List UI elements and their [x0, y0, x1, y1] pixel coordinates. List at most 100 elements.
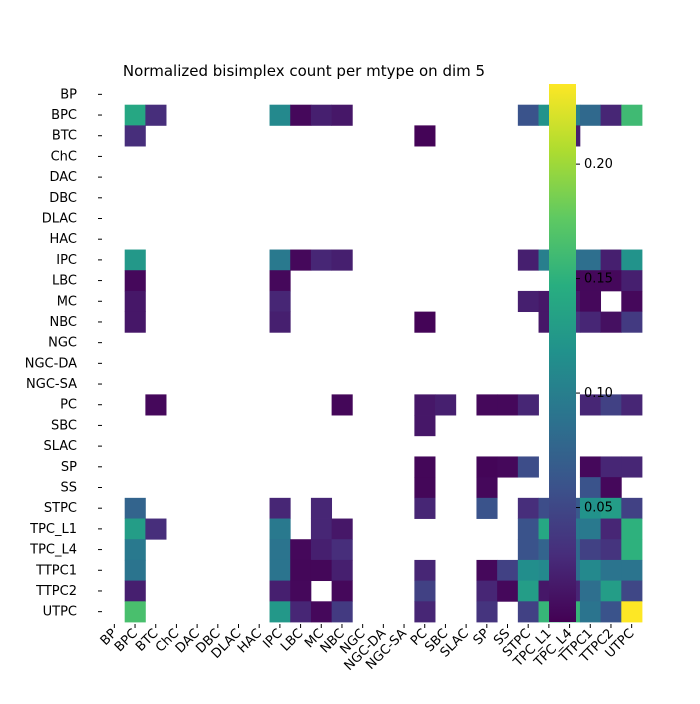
y-tick-label: SBC — [51, 418, 77, 433]
heatmap-cell — [269, 104, 291, 126]
y-tick-label: UTPC — [43, 605, 77, 620]
heatmap-cell — [269, 518, 291, 540]
heatmap-cell — [579, 456, 602, 478]
heatmap-cell — [476, 477, 498, 499]
heatmap-cell — [621, 290, 643, 313]
heatmap-cell — [579, 497, 602, 519]
heatmap-cell — [621, 311, 643, 333]
heatmap-cell — [124, 559, 146, 582]
heatmap-cell — [290, 249, 312, 271]
heatmap-cell — [621, 456, 643, 478]
y-tick-label: TTPC1 — [35, 563, 77, 578]
colorbar-tick-label: 0.15 — [584, 272, 613, 287]
heatmap-cell — [476, 559, 498, 582]
chart-title: Normalized bisimplex count per mtype on … — [123, 62, 485, 80]
heatmap-cell — [600, 270, 622, 292]
heatmap-cell — [621, 601, 643, 623]
heatmap-cell — [414, 559, 436, 582]
heatmap-cell — [600, 311, 622, 333]
heatmap-cell — [579, 518, 602, 540]
heatmap-cell — [497, 580, 519, 602]
y-tick-label: SP — [61, 460, 77, 475]
heatmap-cell — [124, 270, 146, 292]
y-tick-label: TPC_L1 — [29, 522, 77, 537]
y-tick-label: BPC — [51, 108, 77, 123]
y-tick-label: DLAC — [42, 212, 77, 227]
colorbar — [549, 84, 576, 622]
x-tick-label: SP — [471, 626, 493, 648]
heatmap-cell — [517, 104, 539, 126]
heatmap-cell — [600, 601, 622, 623]
heatmap-cell — [269, 580, 291, 602]
heatmap-cell — [621, 580, 643, 602]
heatmap-cell — [621, 270, 643, 292]
heatmap-cell — [331, 559, 353, 582]
y-tick-label: NGC-DA — [25, 356, 77, 371]
heatmap-cell — [579, 311, 602, 333]
heatmap-cell — [331, 249, 353, 271]
heatmap-cell — [269, 601, 291, 623]
heatmap-cell — [269, 249, 291, 271]
heatmap-cell — [124, 125, 146, 147]
heatmap-cell — [414, 580, 436, 602]
y-tick-label: LBC — [52, 274, 77, 289]
heatmap-cell — [621, 249, 643, 271]
y-tick-label: PC — [60, 398, 77, 413]
heatmap-cell — [414, 497, 436, 519]
heatmap-cell — [579, 104, 602, 126]
heatmap-cell — [579, 477, 602, 499]
heatmap-cell — [497, 456, 519, 478]
heatmap-cell — [600, 559, 622, 582]
heatmap-cell — [600, 249, 622, 271]
y-tick-label: NBC — [50, 315, 78, 330]
heatmap-cell — [600, 580, 622, 602]
heatmap-cell — [124, 601, 146, 623]
heatmap-cell — [579, 290, 602, 313]
y-tick-label: NGC-SA — [26, 377, 77, 392]
heatmap-cell — [435, 394, 457, 416]
heatmap-cell — [269, 290, 291, 313]
heatmap-cell — [124, 104, 146, 126]
heatmap-cell — [600, 104, 622, 126]
colorbar-tick-label: 0.20 — [584, 157, 613, 172]
heatmap-cell — [600, 539, 622, 561]
heatmap-cell — [331, 580, 353, 602]
heatmap-cell — [579, 394, 602, 416]
heatmap-cell — [414, 394, 436, 416]
colorbar-tick-label: 0.05 — [584, 501, 613, 516]
heatmap-cell — [579, 601, 602, 623]
heatmap-cell — [517, 559, 539, 582]
heatmap-cell — [517, 518, 539, 540]
heatmap-cell — [517, 580, 539, 602]
heatmap-cell — [600, 518, 622, 540]
heatmap-cell — [290, 104, 312, 126]
heatmap-cell — [269, 270, 291, 292]
heatmap-cell — [331, 539, 353, 561]
heatmap-cell — [621, 394, 643, 416]
heatmap-cell — [124, 497, 146, 519]
heatmap-cell — [331, 518, 353, 540]
heatmap-cell — [414, 311, 436, 333]
heatmap-cell — [310, 518, 333, 540]
y-tick-label: SS — [60, 481, 77, 496]
heatmap-cell — [476, 497, 498, 519]
heatmap-cell — [579, 559, 602, 582]
heatmap-cell — [269, 559, 291, 582]
heatmap-cell — [290, 559, 312, 582]
heatmap-cell — [621, 104, 643, 126]
x-axis: BPBPCBTCChCDACDBCDLACHACIPCLBCMCNBCNGCNG… — [98, 624, 637, 674]
heatmap-cell — [414, 125, 436, 147]
heatmap-cell — [290, 580, 312, 602]
y-tick-label: DBC — [49, 191, 77, 206]
heatmap-cell — [124, 539, 146, 561]
y-tick-label: TTPC2 — [35, 584, 77, 599]
heatmap-cell — [517, 601, 539, 623]
heatmap-cell — [414, 456, 436, 478]
heatmap-cell — [310, 497, 333, 519]
heatmap-cell — [517, 497, 539, 519]
heatmap-cell — [414, 601, 436, 623]
heatmap-cell — [579, 580, 602, 602]
heatmap-cell — [600, 477, 622, 499]
colorbar-tick-label: 0.10 — [584, 386, 613, 401]
